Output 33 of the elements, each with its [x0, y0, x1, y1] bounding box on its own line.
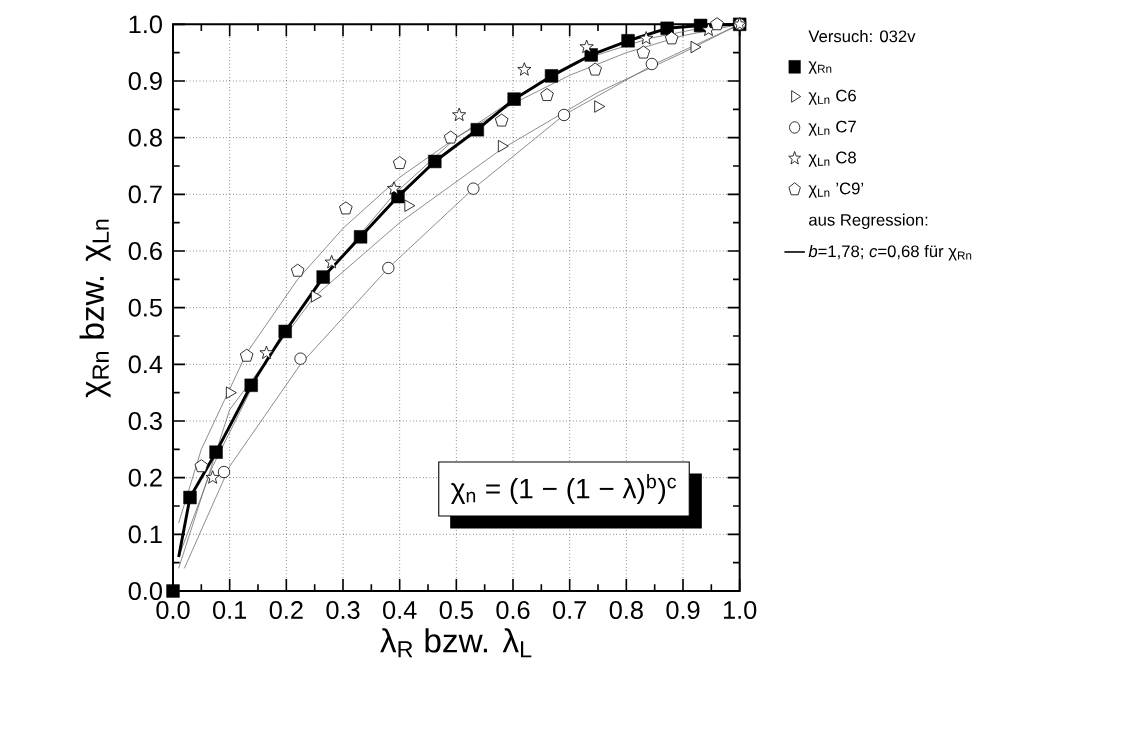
y-tick-label: 1.0: [129, 15, 162, 34]
y-tick-label: 0.5: [128, 298, 162, 317]
legend-title: Versuch: 032v: [808, 29, 916, 43]
legend-label: χ$_{Ln}$ ’C9’: [808, 182, 864, 198]
x-tick-label: 0.1: [213, 601, 247, 619]
legend-label: χ$_{Ln}$ C7: [808, 120, 856, 136]
y-tick-label: 0.3: [128, 412, 162, 430]
legend-label: χ$_{Ln}$ C6: [808, 89, 856, 105]
x-tick-label: 0.9: [666, 601, 700, 619]
annotation: χ$_{n}$ = (1 − (1 − λ)$^{b}$)$^{c}$: [451, 473, 677, 505]
x-tick-label: 0.5: [439, 601, 473, 619]
x-tick-label: 0.4: [383, 601, 417, 619]
y-tick-label: 0.4: [128, 355, 163, 374]
x-axis-title: λ$_{R}$ bzw. λ$_{L}$: [380, 628, 532, 658]
text: aus Regression:: [809, 213, 928, 230]
x-tick-label: 0.6: [496, 601, 530, 619]
y-tick-label: 0.0: [128, 582, 162, 600]
y-tick-label: 0.9: [128, 72, 162, 90]
y-tick-label: 0.8: [128, 128, 162, 147]
y-axis-title: χ$_{Rn}$ bzw. χ$_{Ln}$: [79, 219, 111, 398]
y-tick-label: 0.2: [128, 468, 162, 487]
x-tick-label: 0.7: [553, 601, 587, 619]
x-tick-label: 1.0: [723, 601, 757, 619]
x-tick-label: 0.3: [326, 601, 360, 619]
legend-label: χ$_{Ln}$ C8: [808, 151, 856, 167]
y-tick-label: 0.7: [128, 185, 162, 204]
x-tick-label: 0.8: [609, 601, 643, 619]
y-tick-label: 0.1: [128, 525, 162, 544]
x-tick-label: 0.2: [269, 601, 303, 619]
x-tick-label: 0.0: [156, 601, 190, 619]
legend-label: b=1,78; c=0,68 für χ$_{Rn}$: [808, 244, 972, 261]
legend-label: χ$_{Rn}$: [808, 61, 832, 74]
y-tick-label: 0.6: [128, 242, 162, 260]
